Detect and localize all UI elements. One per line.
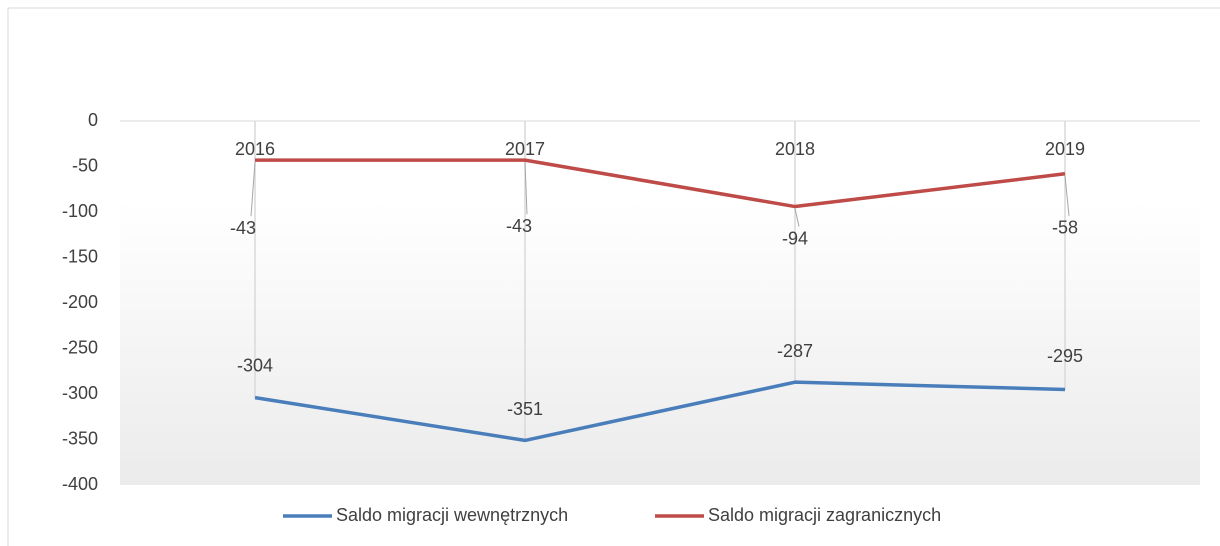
chart-border — [7, 7, 1220, 546]
x-tick-label: 2017 — [505, 139, 545, 159]
data-label: -58 — [1052, 218, 1078, 238]
data-label: -43 — [506, 216, 532, 236]
leader-line — [1064, 175, 1070, 216]
y-tick-label: -350 — [62, 428, 98, 448]
y-tick-label: -400 — [62, 474, 98, 494]
series-line — [254, 380, 1066, 443]
leader-line — [794, 208, 800, 227]
y-tick-label: -100 — [62, 201, 98, 221]
y-tick-label: -300 — [62, 383, 98, 403]
data-label: -94 — [782, 228, 808, 248]
legend-label: Saldo migracji wewnętrznych — [336, 505, 568, 525]
y-tick-label: -200 — [62, 292, 98, 312]
leader-line — [250, 162, 256, 217]
y-tick-label: -250 — [62, 337, 98, 357]
x-tick-label: 2019 — [1045, 139, 1085, 159]
leader-line — [524, 162, 528, 215]
data-label: -287 — [777, 341, 813, 361]
data-label: -43 — [230, 218, 256, 238]
legend-label: Saldo migracji zagranicznych — [708, 505, 941, 525]
data-label: -304 — [237, 355, 273, 375]
series-line — [255, 158, 1066, 209]
y-tick-label: 0 — [88, 110, 98, 130]
x-tick-label: 2016 — [235, 139, 275, 159]
data-label: -295 — [1047, 346, 1083, 366]
y-tick-label: -50 — [72, 155, 98, 175]
y-tick-label: -150 — [62, 246, 98, 266]
x-tick-label: 2018 — [775, 139, 815, 159]
data-label: -351 — [507, 399, 543, 419]
